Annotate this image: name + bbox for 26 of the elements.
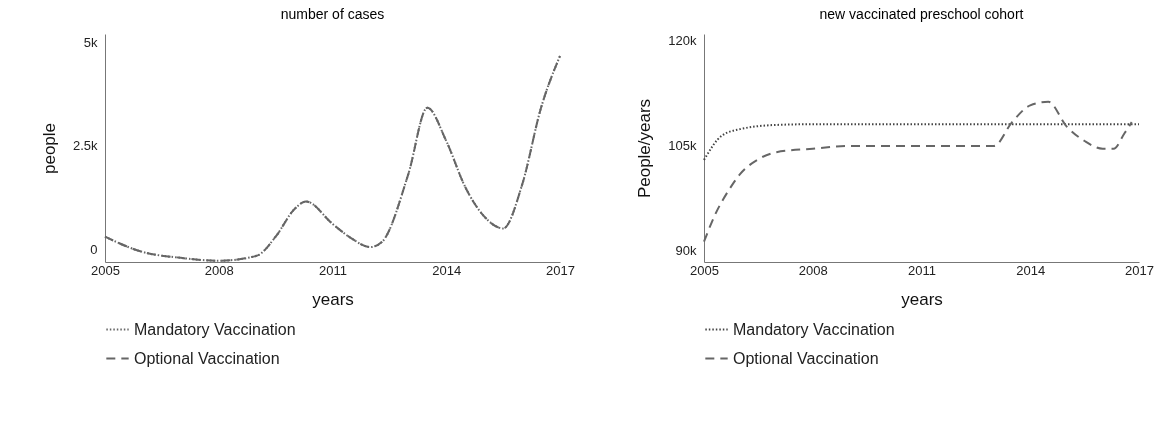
legend-label: Mandatory Vaccination bbox=[134, 320, 296, 338]
x-axis-title: years bbox=[901, 289, 943, 309]
y-tick-label: 120k bbox=[668, 33, 697, 49]
legend-label: Optional Vaccination bbox=[134, 349, 280, 367]
x-tick-label: 2005 bbox=[690, 262, 719, 278]
x-tick-label: 2014 bbox=[432, 262, 462, 278]
legend-label: Optional Vaccination bbox=[733, 349, 879, 367]
chart-title: new vaccinated preschool cohort bbox=[819, 6, 1024, 22]
x-tick-label: 2014 bbox=[1016, 262, 1046, 278]
y-axis-title: people bbox=[39, 122, 59, 175]
x-tick-label: 2008 bbox=[204, 262, 234, 278]
x-axis-title: years bbox=[312, 289, 354, 309]
y-tick-label: 2.5k bbox=[72, 138, 98, 154]
x-tick-label: 2005 bbox=[91, 262, 120, 278]
x-tick-label: 2011 bbox=[319, 262, 347, 278]
x-tick-label: 2011 bbox=[908, 262, 936, 278]
x-tick-label: 2017 bbox=[546, 262, 575, 278]
y-tick-label: 90k bbox=[675, 243, 697, 259]
y-tick-label: 0 bbox=[90, 242, 98, 258]
y-tick-label: 105k bbox=[668, 138, 697, 154]
y-tick-label: 5k bbox=[83, 34, 98, 50]
legend-label: Mandatory Vaccination bbox=[733, 320, 895, 338]
chart-title: number of cases bbox=[280, 6, 385, 22]
x-tick-label: 2008 bbox=[798, 262, 828, 278]
x-tick-label: 2017 bbox=[1125, 262, 1154, 278]
y-axis-title: People/years bbox=[635, 98, 655, 199]
